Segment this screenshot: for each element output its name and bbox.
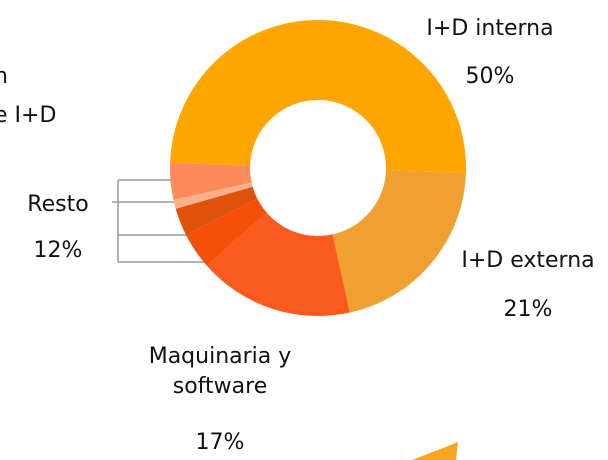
value-label: 17% — [195, 430, 245, 455]
donut — [170, 20, 467, 316]
slice-part — [175, 186, 258, 235]
value-label: 12% — [33, 238, 83, 263]
slice — [170, 20, 467, 174]
slice-label: I+D externa — [461, 248, 595, 273]
slice-label: Resto — [27, 192, 89, 217]
slice-label: I+D interna — [426, 16, 554, 41]
slice-part — [173, 182, 253, 209]
title-fragment: e I+D — [0, 103, 57, 128]
slice-part — [170, 162, 252, 200]
title-fragment: n — [0, 64, 8, 89]
arrow-shape — [412, 442, 458, 460]
slice-part — [185, 198, 267, 266]
slice — [332, 170, 466, 313]
slice-label: Maquinaria y software — [148, 344, 292, 399]
arrow-fragment — [412, 442, 458, 460]
value-label: 50% — [465, 64, 515, 89]
slice — [206, 212, 350, 316]
value-label: 21% — [503, 297, 553, 322]
